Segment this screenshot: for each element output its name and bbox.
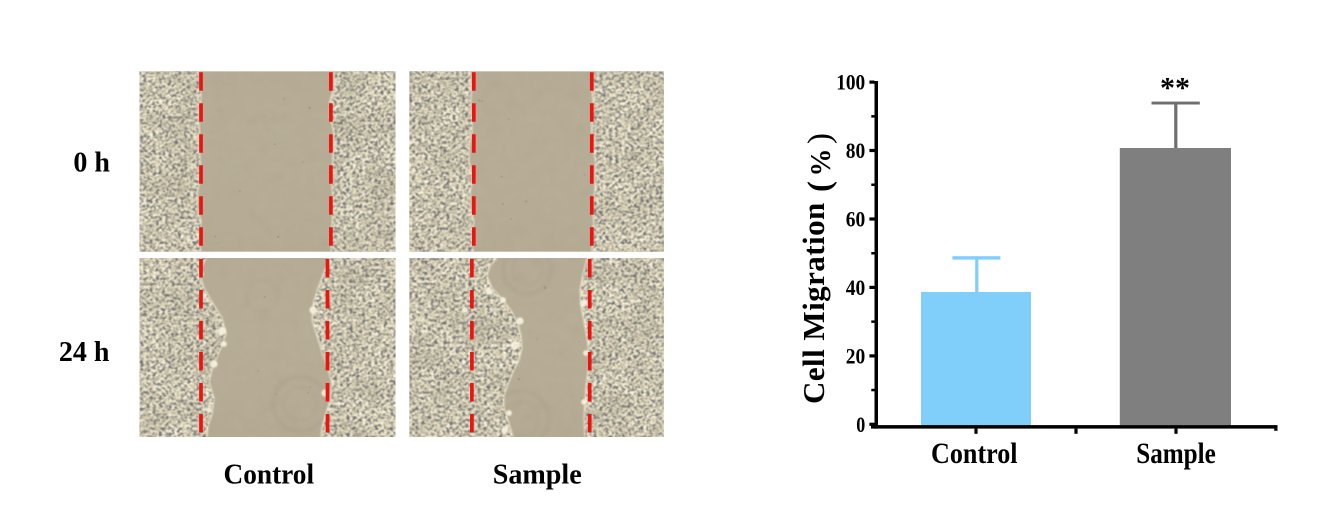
svg-text:Sample: Sample [1136, 437, 1216, 470]
svg-text:60: 60 [846, 207, 866, 232]
svg-text:(%): (%) [802, 133, 838, 192]
svg-text:20: 20 [846, 343, 866, 368]
svg-text:Control: Control [931, 437, 1018, 470]
svg-text:**: ** [1160, 72, 1190, 105]
svg-text:Cell Migration: Cell Migration [796, 202, 831, 404]
svg-text:24 h: 24 h [59, 337, 110, 368]
svg-text:100: 100 [836, 70, 865, 95]
svg-text:Sample: Sample [493, 459, 582, 491]
svg-text:Control: Control [224, 459, 315, 491]
svg-text:0 h: 0 h [73, 148, 110, 179]
svg-text:0: 0 [856, 412, 865, 437]
svg-text:80: 80 [846, 138, 866, 163]
svg-text:40: 40 [846, 275, 866, 300]
